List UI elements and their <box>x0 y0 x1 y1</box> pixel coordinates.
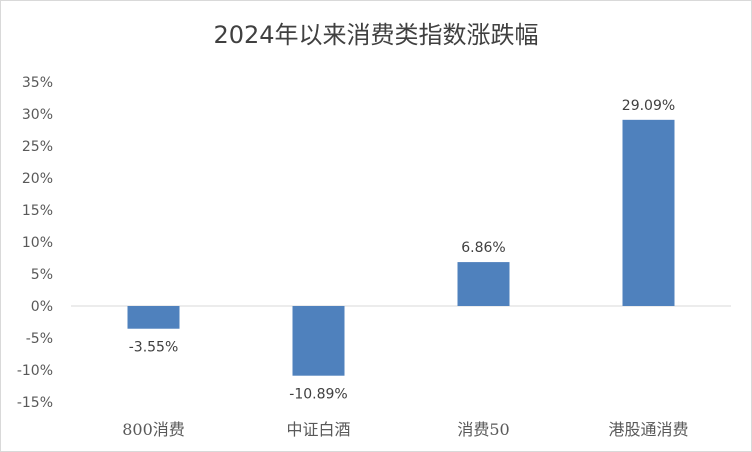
bar-1 <box>127 306 180 329</box>
category-label: 中证白酒 <box>286 420 350 439</box>
y-tick-label: 15% <box>22 203 53 219</box>
bar-2 <box>292 306 345 376</box>
data-label: -3.55% <box>129 340 179 356</box>
y-tick-label: 5% <box>31 267 53 283</box>
bar-4 <box>622 119 675 306</box>
y-tick-label: 35% <box>22 75 53 91</box>
y-tick-label: -5% <box>26 331 53 347</box>
y-tick-label: 10% <box>22 235 53 251</box>
category-label: 800消费 <box>122 420 185 439</box>
y-tick-label: 30% <box>22 107 53 123</box>
data-label: 29.09% <box>622 98 675 114</box>
category-label: 消费50 <box>457 420 509 439</box>
y-tick-label: 25% <box>22 139 53 155</box>
data-label: -10.89% <box>289 387 347 403</box>
y-tick-label: 20% <box>22 171 53 187</box>
chart-title: 2024年以来消费类指数涨跌幅 <box>213 21 539 49</box>
category-label: 港股通消费 <box>608 420 688 439</box>
y-tick-label: -10% <box>17 363 53 379</box>
y-tick-label: 0% <box>31 299 53 315</box>
data-label: 6.86% <box>461 240 505 256</box>
bar-3 <box>457 262 510 306</box>
y-tick-label: -15% <box>17 395 53 411</box>
